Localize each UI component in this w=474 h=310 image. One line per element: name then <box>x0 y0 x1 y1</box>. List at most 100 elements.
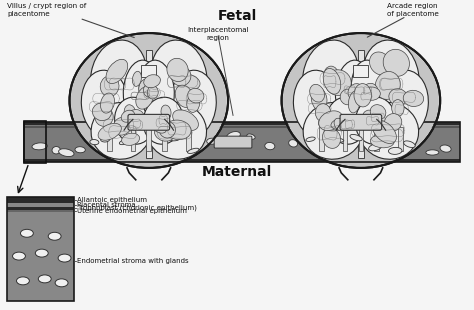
Ellipse shape <box>70 33 228 168</box>
Ellipse shape <box>122 133 139 145</box>
Ellipse shape <box>303 102 363 159</box>
Ellipse shape <box>348 84 365 102</box>
Ellipse shape <box>143 97 183 144</box>
Ellipse shape <box>151 120 166 133</box>
FancyBboxPatch shape <box>340 114 382 130</box>
Bar <box>141 65 156 77</box>
Ellipse shape <box>372 120 396 144</box>
Ellipse shape <box>48 232 61 240</box>
Ellipse shape <box>92 103 111 121</box>
Text: Endometrial stroma with glands: Endometrial stroma with glands <box>77 258 189 264</box>
Bar <box>358 127 363 151</box>
Ellipse shape <box>161 105 171 119</box>
Ellipse shape <box>322 128 340 148</box>
Ellipse shape <box>113 117 132 135</box>
Ellipse shape <box>121 110 135 122</box>
Ellipse shape <box>139 79 156 100</box>
Ellipse shape <box>340 89 356 105</box>
Ellipse shape <box>363 40 419 114</box>
Bar <box>374 127 379 151</box>
Ellipse shape <box>341 120 355 131</box>
Bar <box>24 122 460 162</box>
Ellipse shape <box>289 140 298 147</box>
Bar <box>186 127 191 151</box>
Ellipse shape <box>75 147 85 153</box>
Ellipse shape <box>323 69 341 94</box>
Ellipse shape <box>132 71 141 86</box>
Ellipse shape <box>310 84 325 102</box>
Ellipse shape <box>389 89 407 105</box>
Ellipse shape <box>123 60 158 121</box>
Ellipse shape <box>20 229 33 237</box>
Ellipse shape <box>383 49 410 76</box>
Bar <box>130 127 135 151</box>
Ellipse shape <box>144 75 160 88</box>
Ellipse shape <box>440 145 451 152</box>
Ellipse shape <box>159 122 175 138</box>
Ellipse shape <box>227 131 240 140</box>
Ellipse shape <box>334 118 345 131</box>
Text: Placental stroma: Placental stroma <box>77 202 136 208</box>
Ellipse shape <box>319 116 346 131</box>
Ellipse shape <box>136 86 154 109</box>
Bar <box>7 206 74 210</box>
Text: Uterine endometrial epithelium: Uterine endometrial epithelium <box>77 208 187 214</box>
Ellipse shape <box>169 70 216 138</box>
Bar <box>107 127 111 151</box>
Ellipse shape <box>404 141 415 148</box>
Ellipse shape <box>369 144 382 151</box>
Ellipse shape <box>331 118 349 129</box>
Bar <box>162 127 167 151</box>
Ellipse shape <box>324 66 338 83</box>
Ellipse shape <box>164 120 191 140</box>
Ellipse shape <box>90 140 99 145</box>
Ellipse shape <box>327 97 366 144</box>
Ellipse shape <box>362 110 376 125</box>
Text: Arcade region
of placentome: Arcade region of placentome <box>387 3 438 17</box>
Ellipse shape <box>187 95 200 112</box>
Ellipse shape <box>384 113 402 131</box>
Ellipse shape <box>207 138 217 144</box>
Bar <box>24 159 460 162</box>
Ellipse shape <box>139 60 174 121</box>
Ellipse shape <box>330 138 344 142</box>
Ellipse shape <box>17 277 29 285</box>
Text: Allantoic epithelium: Allantoic epithelium <box>77 197 147 203</box>
Ellipse shape <box>311 87 327 111</box>
Text: Maternal: Maternal <box>202 165 272 179</box>
Ellipse shape <box>71 35 227 166</box>
Bar <box>24 122 460 162</box>
Bar <box>24 122 460 125</box>
Ellipse shape <box>106 59 128 83</box>
Ellipse shape <box>370 135 394 148</box>
Ellipse shape <box>55 279 68 287</box>
Ellipse shape <box>171 66 191 86</box>
Ellipse shape <box>293 70 341 138</box>
Ellipse shape <box>146 102 207 159</box>
Ellipse shape <box>98 123 121 140</box>
Bar <box>319 127 324 151</box>
Ellipse shape <box>426 150 439 155</box>
Ellipse shape <box>38 275 51 283</box>
Bar <box>7 202 74 206</box>
Bar <box>24 121 46 163</box>
Ellipse shape <box>368 120 379 130</box>
Ellipse shape <box>319 111 343 131</box>
Ellipse shape <box>403 90 424 107</box>
Ellipse shape <box>363 83 378 98</box>
Ellipse shape <box>59 149 74 157</box>
Ellipse shape <box>147 86 158 99</box>
Ellipse shape <box>354 84 372 107</box>
Ellipse shape <box>283 35 438 166</box>
Ellipse shape <box>350 135 362 141</box>
Ellipse shape <box>173 110 199 131</box>
Ellipse shape <box>119 140 128 145</box>
Ellipse shape <box>370 105 386 120</box>
Ellipse shape <box>370 52 391 75</box>
Bar <box>7 197 74 301</box>
Ellipse shape <box>265 142 275 150</box>
Ellipse shape <box>325 70 351 95</box>
Ellipse shape <box>91 40 147 114</box>
Ellipse shape <box>363 87 380 100</box>
Ellipse shape <box>124 105 136 123</box>
